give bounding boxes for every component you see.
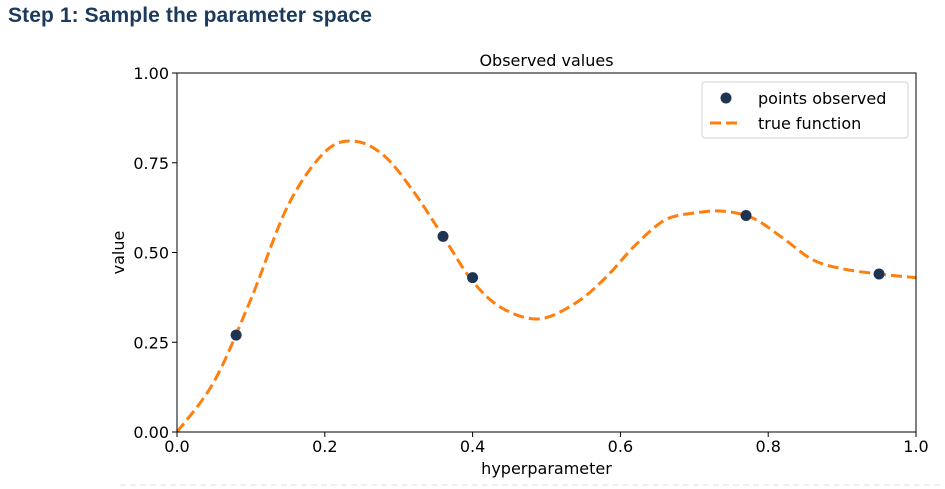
x-tick-label: 0.2 bbox=[312, 437, 337, 456]
legend-label: points observed bbox=[758, 89, 886, 108]
legend-marker-points bbox=[720, 92, 732, 104]
observed-point bbox=[740, 210, 752, 222]
observed-point bbox=[467, 272, 479, 284]
x-axis-label: hyperparameter bbox=[481, 459, 612, 478]
y-axis-label: value bbox=[109, 231, 128, 275]
x-tick-label: 1.0 bbox=[903, 437, 928, 456]
bottom-divider bbox=[120, 484, 940, 486]
x-tick-label: 0.8 bbox=[755, 437, 780, 456]
y-tick-label: 0.00 bbox=[133, 423, 169, 442]
y-tick-label: 1.00 bbox=[133, 64, 169, 83]
y-axis-ticks: 0.00 0.25 0.50 0.75 1.00 bbox=[133, 64, 177, 442]
observed-point bbox=[437, 230, 449, 242]
x-tick-label: 0.0 bbox=[164, 437, 189, 456]
x-tick-label: 0.4 bbox=[460, 437, 485, 456]
chart-title: Observed values bbox=[479, 51, 613, 70]
observed-point bbox=[230, 329, 242, 341]
page-heading: Step 1: Sample the parameter space bbox=[8, 4, 373, 27]
y-tick-label: 0.75 bbox=[133, 154, 169, 173]
chart-legend: points observed true function bbox=[701, 81, 909, 139]
legend-box bbox=[701, 81, 909, 139]
observed-point bbox=[873, 268, 885, 280]
legend-label: true function bbox=[758, 114, 861, 133]
true-function-line bbox=[177, 139, 916, 432]
x-tick-label: 0.6 bbox=[608, 437, 633, 456]
y-tick-label: 0.25 bbox=[133, 333, 169, 352]
axes-frame bbox=[176, 72, 917, 433]
y-tick-label: 0.50 bbox=[133, 244, 169, 263]
x-axis-ticks: 0.0 0.2 0.4 0.6 0.8 1.0 bbox=[164, 432, 929, 456]
plot-area bbox=[177, 139, 916, 432]
